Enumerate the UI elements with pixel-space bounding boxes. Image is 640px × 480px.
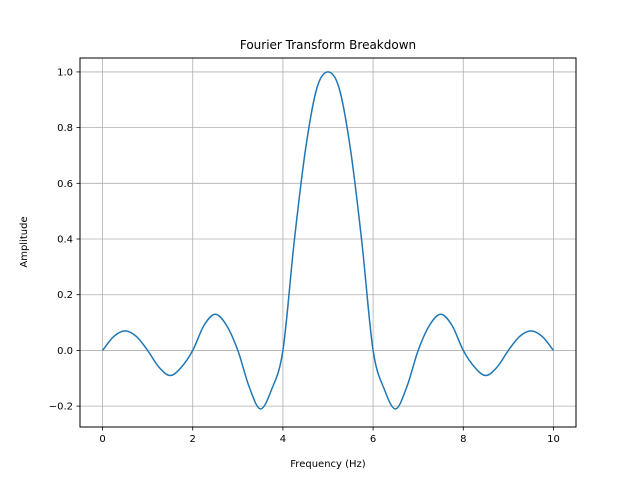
plot-frame [79,57,577,428]
y-tick-label: 0.2 [57,290,73,301]
y-tick-label: 1.0 [57,67,73,78]
y-tick-label: 0.0 [57,346,73,357]
amplitude-series-line [101,71,555,410]
x-tick-label: 2 [190,434,196,445]
grid [80,58,576,427]
x-tick-label: 0 [99,434,105,445]
y-tick-label: 0.6 [57,179,73,190]
series-layer [101,71,555,410]
x-tick-label: 6 [370,434,376,445]
x-axis-label: Frequency (Hz) [290,459,366,470]
x-axis: 0 2 4 6 8 10 [99,427,560,445]
y-tick-label: 0.8 [57,123,73,134]
chart-title: Fourier Transform Breakdown [240,38,416,52]
y-tick-label: 0.4 [57,235,73,246]
y-axis: −0.2 0.0 0.2 0.4 0.6 0.8 1.0 [49,67,80,413]
x-tick-label: 4 [280,434,286,445]
y-axis-label: Amplitude [19,216,30,267]
x-tick-label: 8 [460,434,466,445]
x-tick-label: 10 [547,434,560,445]
y-tick-label: −0.2 [49,402,73,413]
